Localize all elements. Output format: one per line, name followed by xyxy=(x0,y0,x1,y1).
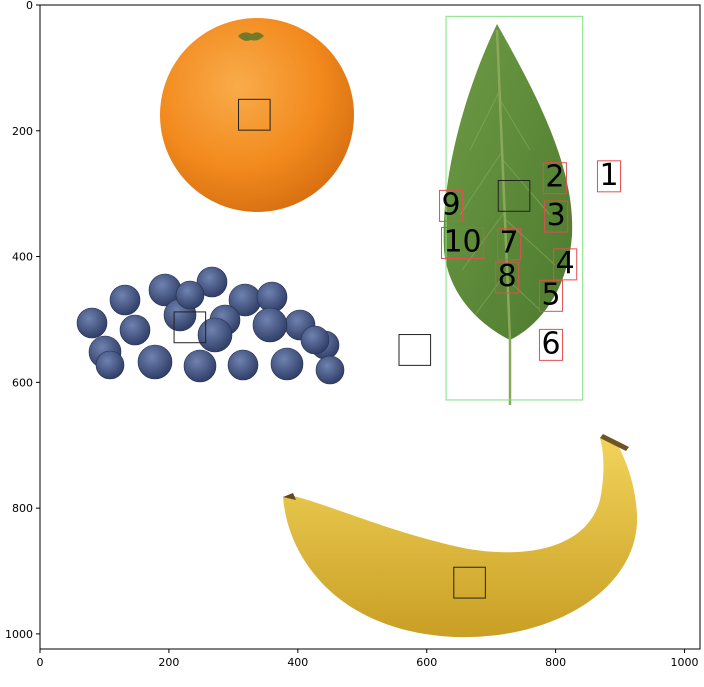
label-2: 2 xyxy=(542,160,567,195)
label-text: 9 xyxy=(442,187,461,222)
label-10: 10 xyxy=(440,224,485,259)
leaf-bounding-box xyxy=(445,15,584,401)
label-8: 8 xyxy=(495,259,520,294)
label-box xyxy=(538,328,564,361)
label-text: 10 xyxy=(443,224,481,259)
marker-box xyxy=(453,566,486,599)
blueberry xyxy=(76,307,108,339)
label-box xyxy=(538,279,564,312)
label-4: 4 xyxy=(553,246,578,281)
marker-box xyxy=(497,179,531,212)
blueberry xyxy=(315,355,345,385)
label-text: 1 xyxy=(599,158,618,193)
marker-box xyxy=(238,98,271,131)
label-text: 3 xyxy=(547,198,566,233)
image-content xyxy=(76,18,638,638)
label-box xyxy=(497,228,522,261)
blueberry xyxy=(175,280,205,310)
x-tick-label: 400 xyxy=(287,656,308,669)
marker-boxes xyxy=(173,98,531,599)
marker-box xyxy=(398,334,432,366)
blueberry xyxy=(300,325,330,355)
blueberries xyxy=(76,266,345,385)
blueberry xyxy=(256,281,288,313)
x-tick-label: 200 xyxy=(158,656,179,669)
label-1: 1 xyxy=(596,158,622,193)
label-5: 5 xyxy=(538,277,564,312)
numbered-labels: 123 45 6 78 910 xyxy=(439,158,622,361)
label-6: 6 xyxy=(538,326,564,361)
label-3: 3 xyxy=(544,198,569,233)
x-tick-label: 600 xyxy=(416,656,437,669)
y-axis: 0 200 400 600 800 1000 xyxy=(5,0,40,641)
x-tick-label: 800 xyxy=(545,656,566,669)
banana xyxy=(283,434,638,638)
label-text: 8 xyxy=(498,259,517,294)
label-box xyxy=(439,189,464,222)
y-tick-label: 600 xyxy=(12,376,33,389)
blueberry xyxy=(183,349,217,383)
label-text: 2 xyxy=(545,160,564,195)
y-tick-label: 0 xyxy=(26,0,33,12)
marker-box xyxy=(173,311,207,344)
y-tick-label: 1000 xyxy=(5,628,33,641)
orange xyxy=(160,18,354,212)
blueberry xyxy=(227,349,259,381)
blueberry xyxy=(197,317,233,353)
label-box xyxy=(596,160,622,193)
blueberry xyxy=(95,350,125,380)
x-axis: 0 200 400 600 800 1000 xyxy=(37,649,699,669)
y-tick-label: 800 xyxy=(12,502,33,515)
blueberry xyxy=(109,284,141,316)
label-box xyxy=(495,261,520,294)
label-text: 5 xyxy=(541,277,560,312)
label-7: 7 xyxy=(497,226,522,261)
label-text: 4 xyxy=(556,246,575,281)
label-box xyxy=(440,226,485,259)
blueberry xyxy=(252,307,288,343)
blueberry xyxy=(196,266,228,298)
label-box xyxy=(542,162,567,195)
label-box xyxy=(553,248,578,281)
x-tick-label: 0 xyxy=(37,656,44,669)
x-tick-label: 1000 xyxy=(671,656,699,669)
label-text: 7 xyxy=(500,226,519,261)
label-9: 9 xyxy=(439,187,464,222)
label-box xyxy=(544,200,569,233)
y-tick-label: 400 xyxy=(12,251,33,264)
blueberry xyxy=(119,314,151,346)
y-tick-label: 200 xyxy=(12,125,33,138)
blueberry xyxy=(270,347,304,381)
blueberry xyxy=(137,344,173,380)
label-text: 6 xyxy=(541,326,560,361)
